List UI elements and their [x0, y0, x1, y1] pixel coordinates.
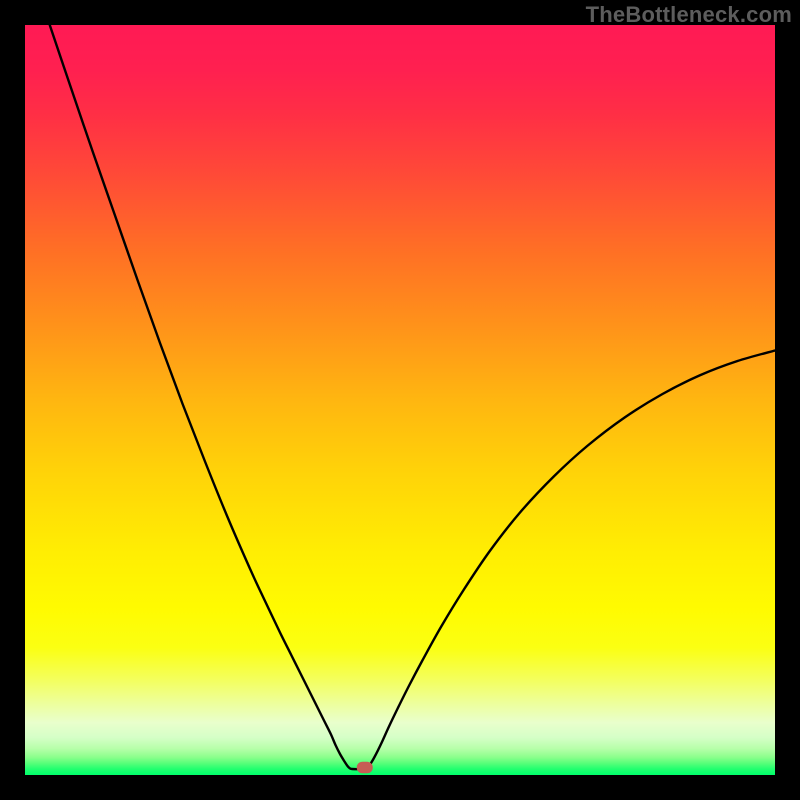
- bottleneck-chart: [25, 25, 775, 775]
- watermark-text: TheBottleneck.com: [586, 2, 792, 28]
- chart-container: TheBottleneck.com: [0, 0, 800, 800]
- gradient-background: [25, 25, 775, 775]
- optimal-marker: [357, 762, 372, 773]
